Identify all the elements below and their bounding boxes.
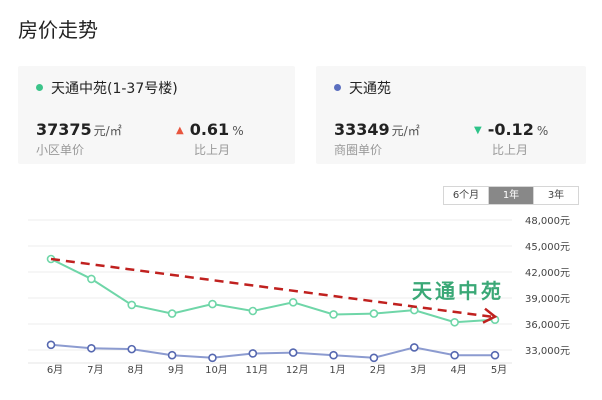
data-point: [490, 350, 500, 360]
x-tick-label: 12月: [286, 364, 309, 376]
y-tick-label: 45,000元: [525, 242, 570, 253]
range-option-6m[interactable]: 6个月: [444, 187, 489, 204]
x-tick-label: 8月: [128, 364, 144, 376]
y-tick-label: 36,000元: [525, 320, 570, 331]
district-change-unit: %: [536, 124, 549, 138]
community-change: ▲ 0.61%: [176, 120, 244, 139]
range-option-1y[interactable]: 1年: [489, 187, 534, 204]
district-change-label: 比上月: [492, 143, 529, 157]
data-point: [208, 299, 217, 309]
data-point: [87, 274, 96, 284]
trend-arrowhead: [482, 307, 498, 324]
data-point: [288, 348, 298, 357]
data-point: [167, 309, 177, 318]
y-tick-label: 42,000元: [525, 268, 570, 279]
community-price-label: 小区单价: [36, 143, 85, 157]
data-point: [409, 343, 419, 352]
district-change: ▼ -0.12%: [474, 120, 548, 139]
community-price-unit: 元/㎡: [93, 124, 122, 138]
series-dot-icon: [36, 83, 43, 91]
district-price: 33349 元/㎡: [334, 120, 420, 139]
data-point: [248, 306, 258, 316]
community-name-label: 天通中苑(1-37号楼): [51, 81, 178, 97]
community-change-unit: %: [232, 124, 244, 138]
district-price-card: 天通苑 33349 元/㎡ 商圈单价 ▼ -0.12% 比上月: [316, 66, 586, 164]
data-point: [329, 310, 338, 319]
data-point: [369, 353, 379, 363]
x-tick-label: 3月: [410, 364, 426, 376]
community-price-card: 天通中苑(1-37号楼) 37375 元/㎡ 小区单价 ▲ 0.61% 比上月: [18, 66, 295, 164]
page-title: 房价走势: [18, 18, 98, 42]
y-tick-label: 48,000元: [525, 216, 570, 227]
district-name: 天通苑: [334, 78, 391, 98]
x-tick-label: 10月: [205, 364, 228, 376]
data-point: [127, 344, 137, 354]
x-tick-label: 1月: [329, 364, 345, 376]
series-line: [50, 258, 496, 324]
district-price-label: 商圈单价: [334, 143, 383, 157]
data-point: [46, 340, 56, 350]
x-tick-label: 6月: [47, 364, 63, 376]
series-line: [50, 343, 495, 359]
data-point: [450, 317, 459, 327]
y-tick-label: 33,000元: [525, 346, 570, 357]
range-option-3y[interactable]: 3年: [534, 187, 578, 204]
series-dot-icon: [334, 83, 341, 91]
x-tick-label: 9月: [168, 364, 184, 376]
x-tick-label: 5月: [491, 364, 507, 376]
district-change-value: -0.12: [487, 120, 534, 139]
data-point: [127, 300, 137, 310]
data-point: [450, 350, 459, 360]
community-name: 天通中苑(1-37号楼): [36, 78, 178, 98]
community-change-value: 0.61: [189, 120, 230, 139]
y-tick-label: 39,000元: [525, 294, 570, 305]
district-price-value: 33349: [334, 120, 390, 139]
data-point: [288, 298, 298, 307]
data-point: [329, 350, 338, 360]
data-point: [87, 343, 96, 353]
range-toggle: 6个月 1年 3年: [443, 186, 579, 205]
community-change-label: 比上月: [194, 143, 231, 157]
community-price: 37375 元/㎡: [36, 120, 122, 139]
data-point: [167, 350, 177, 360]
data-point: [369, 309, 379, 318]
community-price-value: 37375: [36, 120, 92, 139]
annotation-label: 天通中苑: [412, 279, 504, 303]
data-point: [208, 353, 217, 363]
triangle-up-icon: ▲: [176, 125, 184, 136]
triangle-down-icon: ▼: [474, 125, 482, 136]
data-point: [248, 349, 258, 358]
x-tick-label: 7月: [87, 364, 103, 376]
district-price-unit: 元/㎡: [391, 124, 420, 138]
district-name-label: 天通苑: [349, 81, 391, 97]
x-tick-label: 4月: [450, 364, 466, 376]
x-tick-label: 11月: [245, 364, 268, 376]
x-tick-label: 2月: [370, 364, 386, 376]
